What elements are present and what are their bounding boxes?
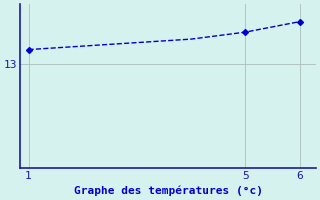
X-axis label: Graphe des températures (°c): Graphe des températures (°c) (74, 185, 263, 196)
